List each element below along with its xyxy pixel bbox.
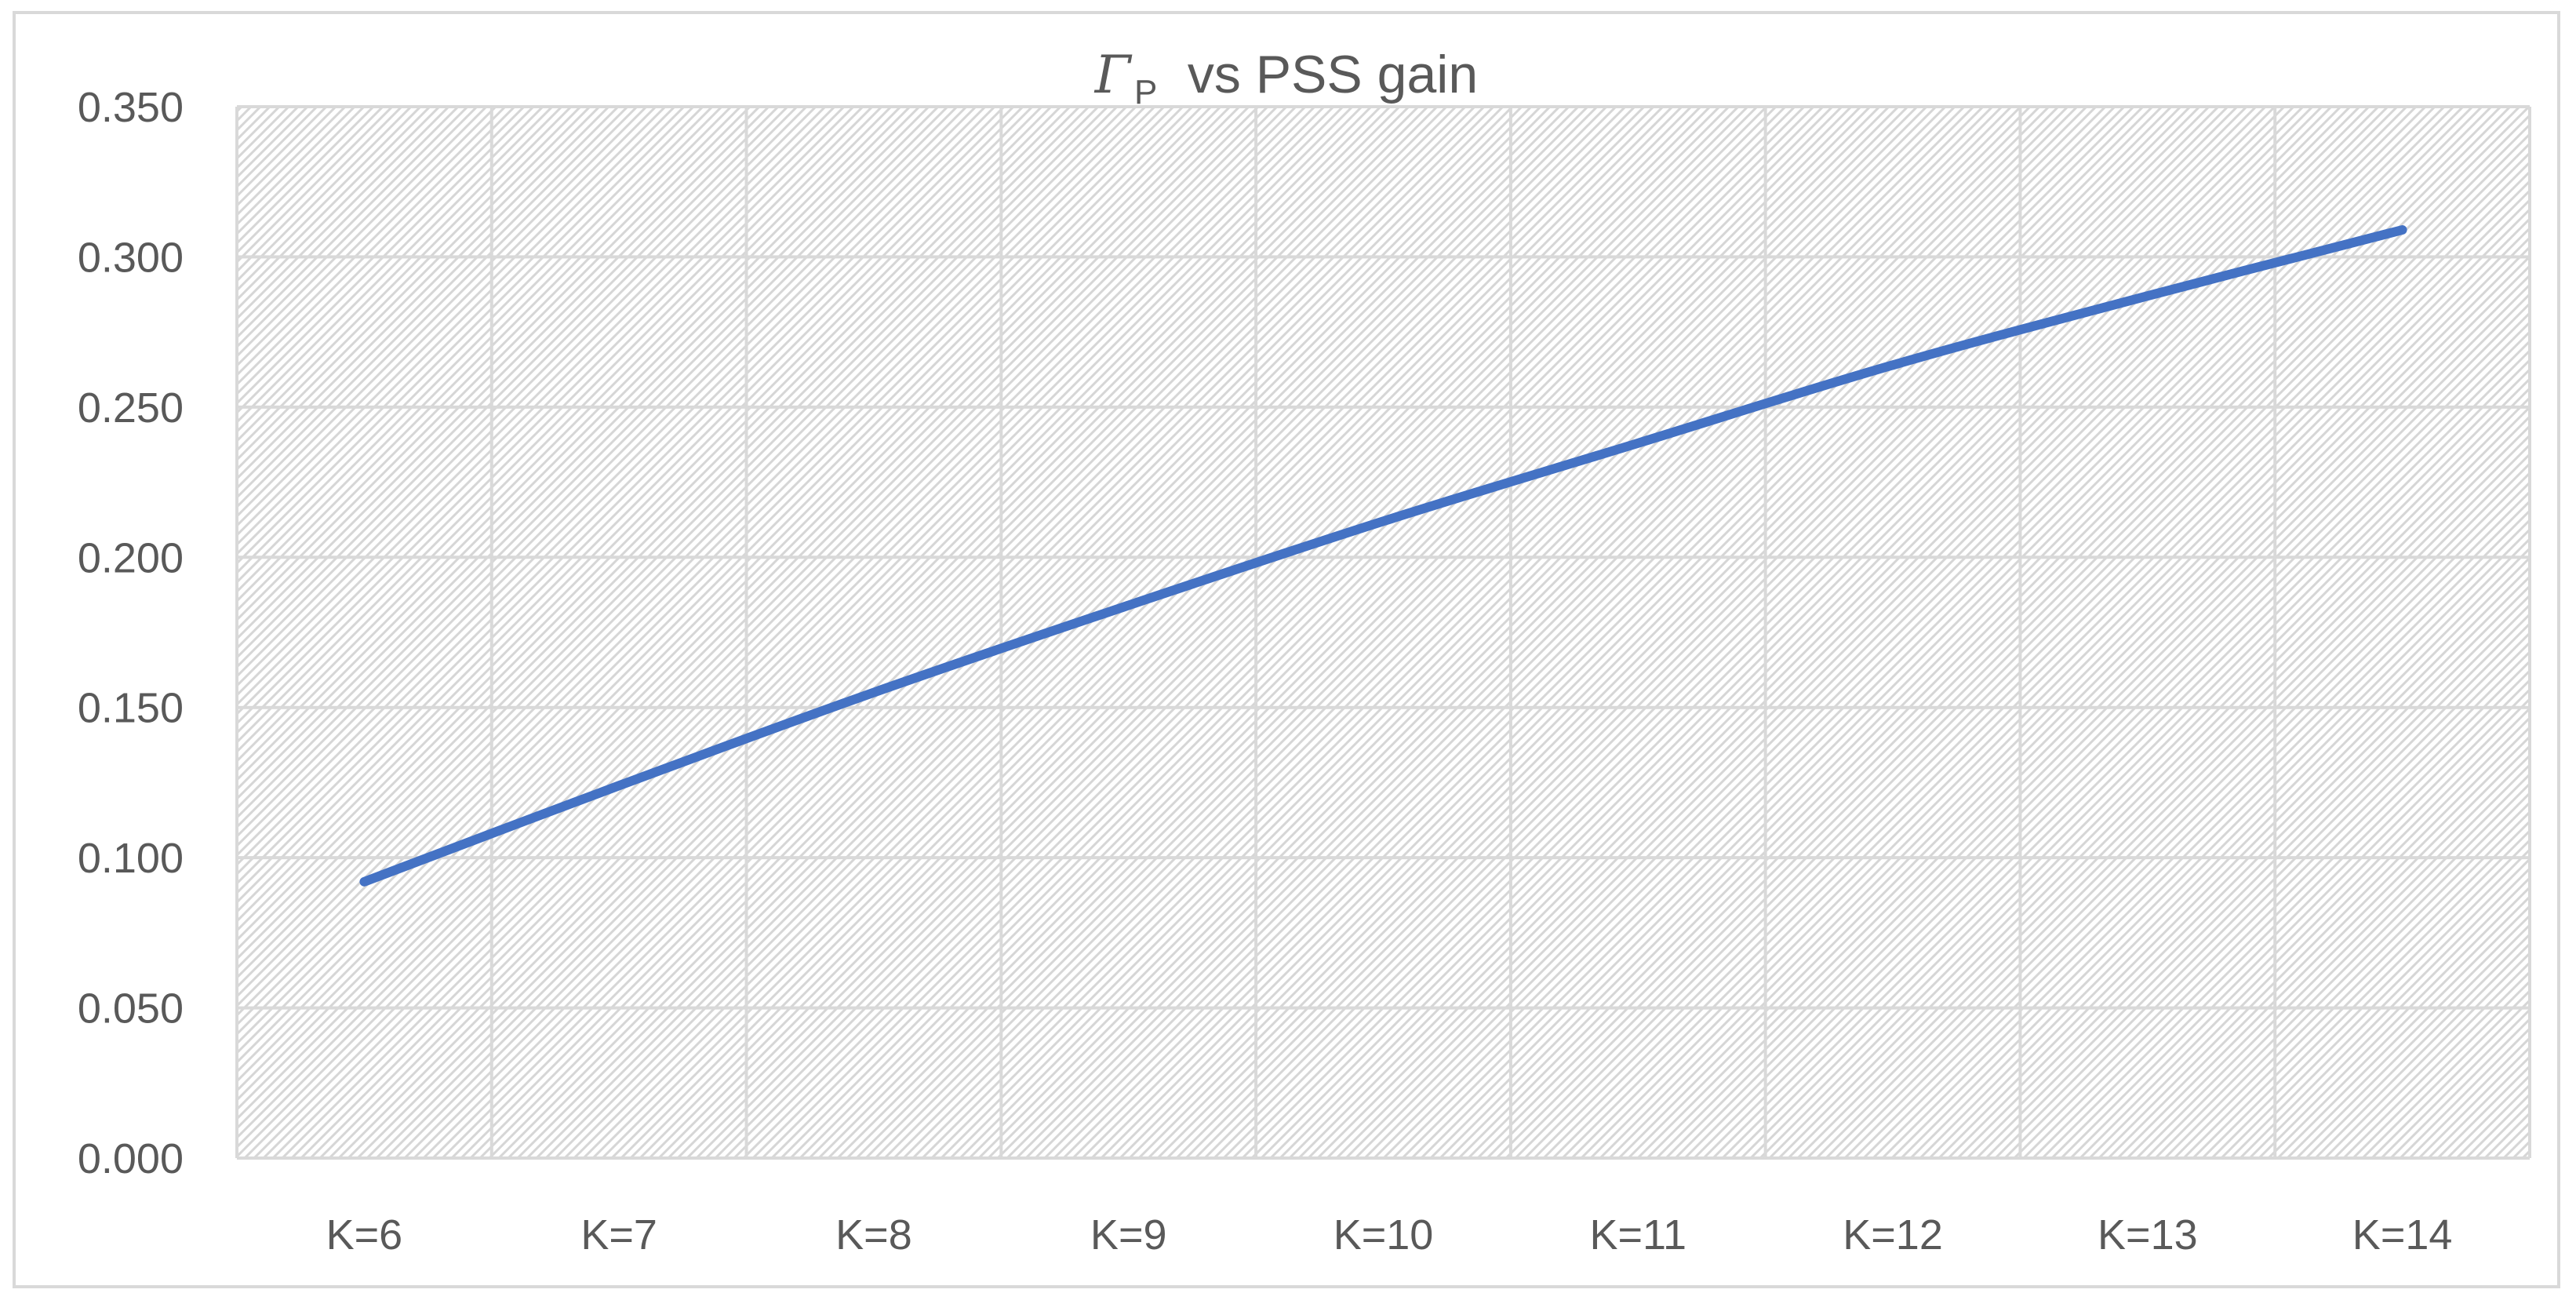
x-tick-label: K=6 (326, 1211, 403, 1258)
chart-title: Γ P vs PSS gain (1093, 45, 1478, 111)
x-tick-label: K=11 (1589, 1211, 1686, 1258)
x-tick-label: K=9 (1090, 1211, 1167, 1258)
x-tick-label: K=13 (2098, 1211, 2198, 1258)
x-tick-label: K=12 (1843, 1211, 1943, 1258)
x-tick-label: K=14 (2352, 1211, 2453, 1258)
series-layer (359, 225, 2407, 887)
x-tick-label: K=7 (580, 1211, 657, 1258)
y-tick-label: 0.050 (78, 985, 184, 1033)
y-tick-label: 0.100 (78, 835, 184, 882)
plot-area (237, 107, 2530, 1158)
title-symbol: Γ (1093, 45, 1133, 105)
y-tick-label: 0.250 (78, 384, 184, 432)
y-tick-label: 0.000 (78, 1135, 184, 1182)
gridlines (235, 105, 2531, 1160)
y-tick-label: 0.150 (78, 685, 184, 732)
x-tick-label: K=10 (1333, 1211, 1434, 1258)
x-axis: K=6 K=7 K=8 K=9 K=10 K=11 K=12 K=13 K=14 (326, 1211, 2453, 1258)
y-axis: 0.000 0.050 0.100 0.150 0.200 0.250 0.300 0.350 (78, 84, 184, 1182)
x-tick-label: K=8 (835, 1211, 912, 1258)
title-subscript: P (1134, 73, 1157, 111)
title-text: vs PSS gain (1188, 45, 1478, 104)
y-tick-label: 0.350 (78, 84, 184, 131)
y-tick-label: 0.300 (78, 234, 184, 281)
y-tick-label: 0.200 (78, 534, 184, 581)
